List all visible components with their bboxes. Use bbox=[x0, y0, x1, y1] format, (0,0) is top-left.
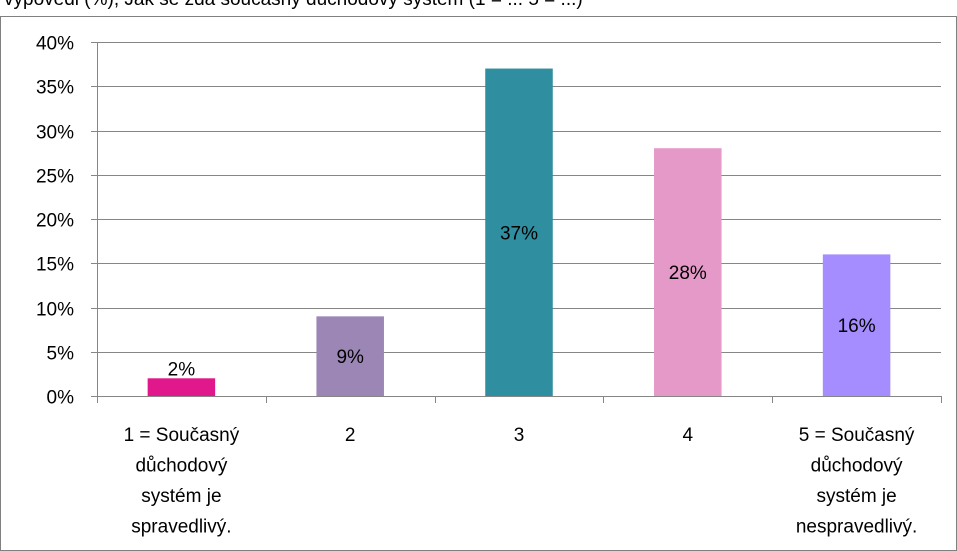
y-tick-label-20: 20% bbox=[36, 211, 74, 232]
bar-5 bbox=[822, 254, 891, 396]
data-label-2: 9% bbox=[336, 347, 364, 368]
x-tick-label-2: 2 bbox=[345, 425, 356, 446]
chart: 2% 9% 37% 28% 16% 0% 5% 10% 15% 20% 25% 30% 35% 4 0% … bbox=[0, 16, 957, 551]
y-tick-label-15: 15% bbox=[36, 255, 74, 276]
data-label-5: 16% bbox=[838, 316, 876, 337]
bar-2 bbox=[316, 316, 384, 396]
y-tick-label-10: 10% bbox=[36, 300, 74, 321]
y-tick-label-25: 25% bbox=[36, 167, 74, 188]
y-tick-label-40: 40% bbox=[36, 34, 74, 55]
header-partial-text: výpovědi (%), Jak se zda současný důchod… bbox=[4, 0, 583, 11]
y-tick-label-30: 30% bbox=[36, 123, 74, 144]
y-tick-label-5: 5% bbox=[47, 344, 75, 365]
y-tick-label-0: 0% bbox=[47, 388, 75, 409]
data-labels: 2% 9% 37% 28% 16% bbox=[168, 223, 876, 380]
x-tick-label-1: 1 = Současný důchodový systém je spravedliv… bbox=[124, 425, 240, 538]
y-tick-label-35: 35% bbox=[36, 78, 74, 99]
data-label-3: 37% bbox=[500, 223, 538, 244]
bars bbox=[147, 68, 891, 397]
data-label-1: 2% bbox=[168, 359, 196, 380]
x-tick-label-5: 5 = Současný důchodový systém je nespravedl… bbox=[796, 425, 917, 538]
bar-4 bbox=[654, 148, 722, 396]
bar-1 bbox=[147, 378, 216, 396]
x-tick-label-3: 3 bbox=[514, 425, 525, 446]
axes bbox=[91, 42, 942, 403]
x-tick-label-4: 4 bbox=[683, 425, 694, 446]
data-label-4: 28% bbox=[669, 263, 707, 284]
gridlines bbox=[97, 42, 941, 353]
bar-3 bbox=[485, 68, 553, 397]
y-tick-labels: 0% 5% 10% 15% 20% 25% 30% 35% 40% bbox=[36, 34, 74, 409]
x-tick-labels: 1 = Současný důchodový systém je spravedliv… bbox=[124, 425, 918, 538]
